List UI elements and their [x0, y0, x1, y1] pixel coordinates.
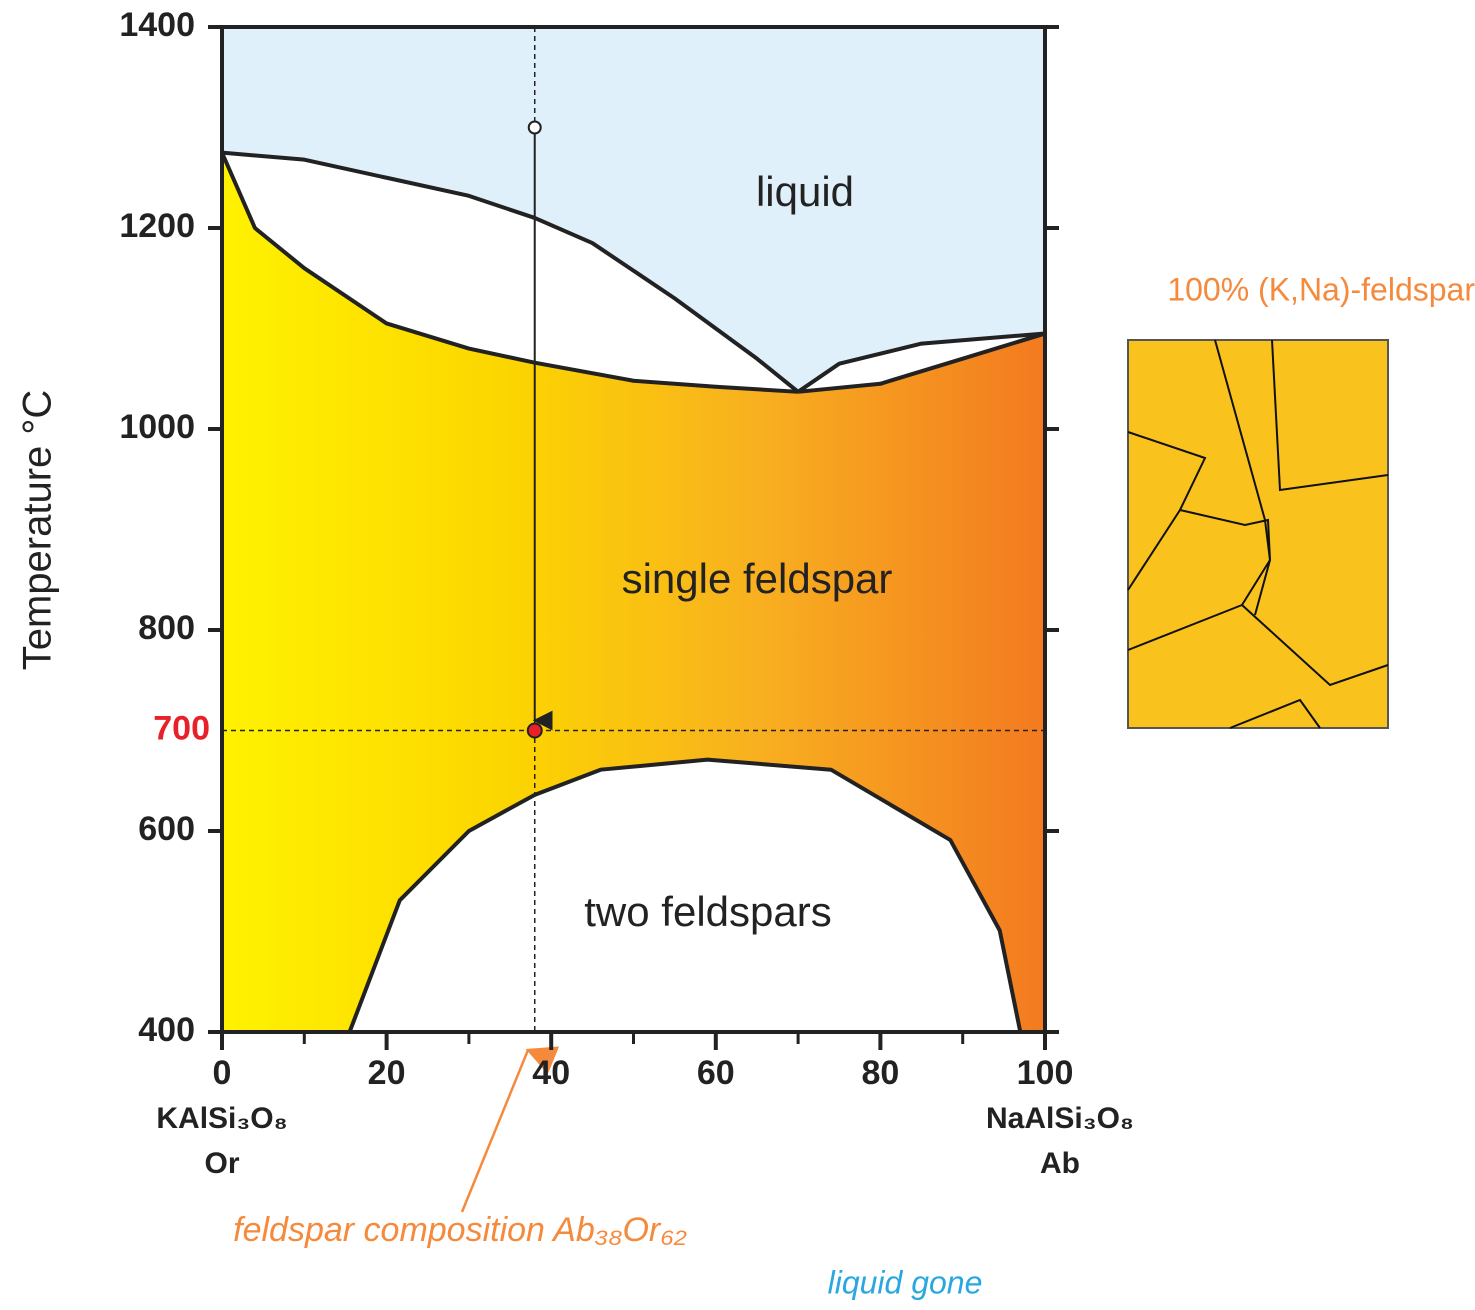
region-label: single feldspar: [622, 555, 893, 602]
highlight-temperature: 700: [153, 709, 210, 747]
y-tick-label: 1200: [119, 207, 195, 245]
y-tick-label: 600: [138, 810, 195, 848]
end-member-formula: KAlSi₃O₈: [156, 1102, 287, 1135]
x-tick-label: 0: [213, 1054, 232, 1092]
status-label: liquid gone: [828, 1264, 983, 1300]
region-label: two feldspars: [584, 888, 831, 935]
solvus-curve: [347, 757, 1023, 1033]
solidus_right-curve: [797, 331, 1046, 394]
y-tick-label: 400: [138, 1011, 195, 1049]
end-member-name: Or: [204, 1147, 239, 1180]
y-tick-label: 1000: [119, 408, 195, 446]
annotation: feldspar composition Ab₃₈Or₆₂: [233, 1211, 687, 1249]
y-tick-label: 800: [138, 609, 195, 647]
region-label: liquid: [756, 168, 854, 215]
melt-loop-right: [798, 333, 1045, 392]
annotation-arrow: [460, 1046, 560, 1213]
inset-title: 100% (K,Na)-feldspar: [1167, 271, 1475, 307]
end-point: [526, 722, 543, 739]
start-point: [527, 120, 542, 135]
y-axis-label: Temperature °C: [16, 390, 60, 671]
x-tick-label: 100: [1017, 1054, 1074, 1092]
x-tick-label: 80: [861, 1054, 899, 1092]
inset-grains: [1127, 339, 1389, 729]
x-tick-label: 20: [368, 1054, 406, 1092]
liquid-field: [222, 27, 1045, 392]
x-tick-label: 40: [532, 1054, 570, 1092]
melt-loop: [222, 152, 799, 392]
solidus-curve: [220, 151, 799, 394]
liquidus_right-curve: [796, 331, 1046, 394]
end-member-name: Ab: [1040, 1147, 1080, 1180]
y-tick-label: 1400: [119, 6, 195, 44]
two-feldspar-field: [349, 759, 1021, 1032]
end-member-formula: NaAlSi₃O₈: [986, 1102, 1134, 1135]
x-tick-label: 60: [697, 1054, 735, 1092]
